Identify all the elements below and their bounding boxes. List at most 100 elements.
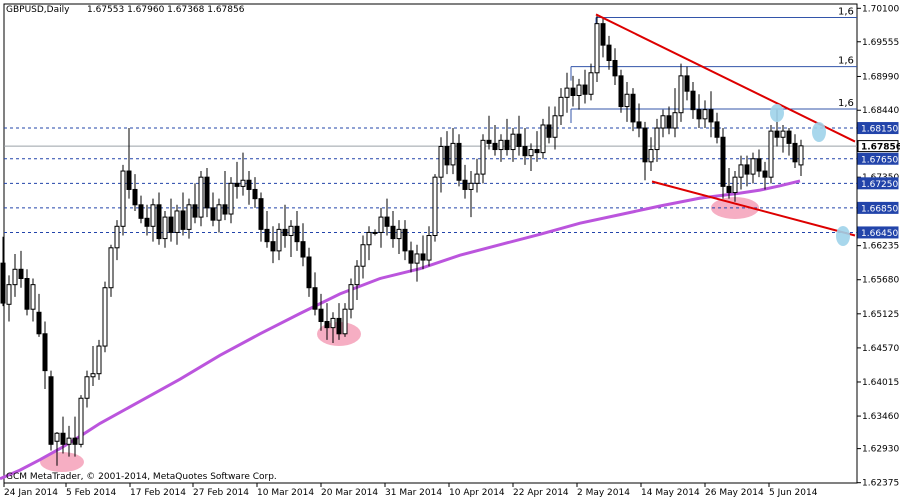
candle: [294, 210, 300, 251]
candle: [198, 171, 204, 227]
candle: [594, 14, 600, 82]
candle: [570, 75, 576, 107]
candle: [108, 244, 114, 297]
candle-body: [696, 109, 702, 120]
candle: [246, 171, 252, 205]
candle: [738, 155, 744, 190]
candle: [696, 94, 702, 129]
candle: [90, 346, 96, 386]
candle-body: [192, 204, 198, 218]
level-label-box: [857, 177, 899, 190]
candle: [372, 229, 378, 236]
candle: [228, 177, 234, 224]
candle-body: [612, 59, 618, 77]
level-label-text: 1.67250: [861, 180, 898, 190]
candle-body: [60, 432, 66, 445]
candle-body: [354, 265, 360, 286]
candle-body: [786, 130, 792, 144]
level-label: 1.67250: [857, 177, 899, 190]
candle: [360, 235, 366, 279]
blue-marker-1: [812, 122, 826, 142]
candle: [12, 253, 18, 297]
x-tick-label: 14 May 2014: [641, 488, 700, 498]
candle-body: [360, 244, 366, 267]
candle: [174, 204, 180, 245]
candle-body: [480, 139, 486, 175]
candle: [402, 220, 408, 261]
candle: [252, 177, 258, 208]
candle: [378, 207, 384, 248]
candle-body: [588, 72, 594, 95]
level-label-box: [857, 152, 899, 165]
candle-body: [210, 207, 216, 221]
candle: [324, 303, 330, 340]
candle: [342, 303, 348, 337]
candle: [42, 321, 48, 390]
candle: [138, 195, 144, 224]
level-label-box: [857, 140, 899, 153]
x-tick-label: 26 May 2014: [705, 488, 764, 498]
candle-body: [312, 287, 318, 310]
candle: [660, 109, 666, 138]
candle-body: [714, 121, 720, 138]
pink-marker-2: [711, 197, 759, 219]
candle: [426, 226, 432, 267]
y-tick-label: 1.64570: [862, 344, 899, 354]
candle-body: [24, 278, 30, 310]
candle-body: [720, 136, 726, 187]
candle-body: [546, 124, 552, 138]
candle: [768, 124, 774, 184]
candle-body: [120, 170, 126, 227]
candle-body: [630, 93, 636, 123]
candle: [486, 115, 492, 150]
candle: [744, 155, 750, 187]
candle-body: [768, 130, 774, 178]
y-tick-label: 1.64015: [862, 378, 899, 388]
candle-body: [246, 179, 252, 190]
x-tick-label: 5 Jun 2014: [769, 488, 818, 498]
trendline-1: [651, 180, 856, 237]
candle: [300, 223, 306, 267]
candle: [516, 115, 522, 156]
candle-body: [294, 225, 300, 243]
candle-body: [750, 158, 756, 175]
candle: [534, 131, 540, 162]
candle-body: [18, 268, 24, 280]
candle-body: [402, 228, 408, 252]
x-tick-label: 17 Feb 2014: [130, 488, 186, 498]
pink-marker-0: [40, 452, 84, 472]
y-tick-label: 1.65125: [862, 310, 899, 320]
candle-body: [138, 204, 144, 219]
candle: [636, 103, 642, 138]
candle: [708, 91, 714, 138]
candle-body: [738, 164, 744, 178]
candle: [654, 118, 660, 162]
candle: [612, 48, 618, 86]
candle-body: [366, 231, 372, 246]
level-label: 1.68150: [857, 122, 899, 135]
candle-body: [216, 204, 222, 221]
candle-body: [642, 127, 648, 163]
candle-body: [660, 115, 666, 129]
candle-body: [396, 228, 402, 240]
candle-body: [672, 112, 678, 129]
candle: [546, 106, 552, 144]
candle-body: [780, 130, 786, 138]
candle-body: [624, 93, 630, 108]
candle-body: [54, 432, 60, 442]
candle-body: [390, 225, 396, 240]
level-label: 1.67856: [857, 140, 900, 153]
y-tick-label: 1.66235: [862, 242, 899, 252]
x-tick-label: 27 Feb 2014: [193, 488, 249, 498]
candle: [78, 395, 84, 448]
candle-body: [198, 176, 204, 218]
candle-body: [66, 437, 72, 445]
candle: [480, 134, 486, 184]
candle-body: [570, 87, 576, 97]
candle-body: [678, 75, 684, 114]
y-tick-label: 1.70100: [862, 4, 899, 14]
candle: [264, 210, 270, 248]
candle: [624, 81, 630, 122]
candle: [270, 226, 276, 264]
